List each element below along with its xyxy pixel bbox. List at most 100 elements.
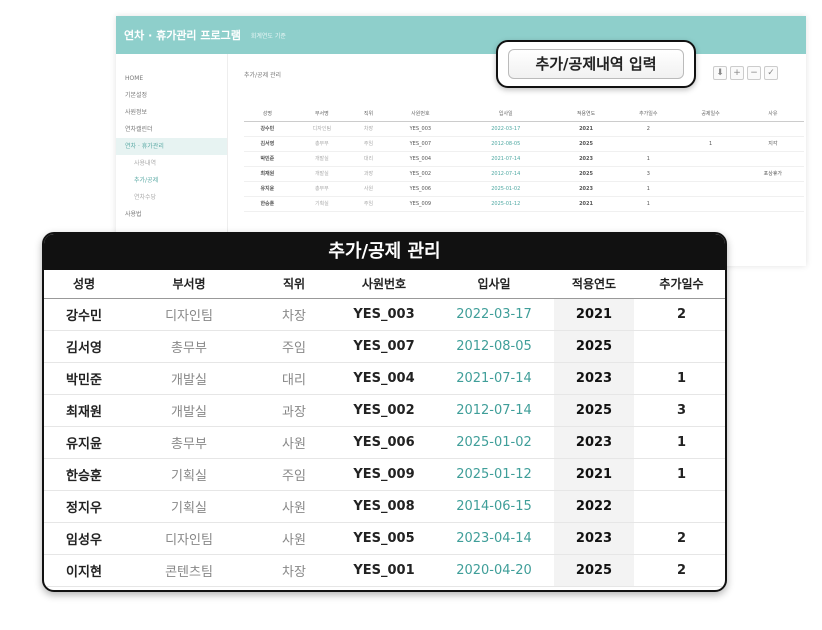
- sidebar-item[interactable]: 기본설정: [125, 92, 148, 99]
- mini-table-cell: [741, 151, 804, 167]
- mini-table: 성명 부서명 직위 사원번호 입사일 적용연도 추가일수 공제일수 사유 강수민 디자인팀 차장 YE…: [244, 106, 804, 212]
- check-icon[interactable]: ✓: [764, 66, 778, 80]
- column-header: 입사일: [434, 270, 554, 299]
- mini-table-cell: 개발실: [290, 166, 353, 182]
- table-row[interactable]: 강수민 디자인팀 차장 YES_003 2022-03-17 2021 2: [44, 298, 725, 331]
- table-cell: 2025-01-02: [434, 426, 554, 459]
- table-row[interactable]: 유지윤 총무부 사원 YES_006 2025-01-02 2023 1: [44, 426, 725, 459]
- callout-frame: 추가/공제내역 입력: [496, 40, 696, 88]
- mini-table-cell: YES_009: [384, 196, 457, 212]
- mini-table-cell: 한승훈: [244, 196, 291, 212]
- mini-table-cell: 2025: [554, 166, 618, 182]
- sidebar-item[interactable]: 사원정보: [125, 109, 148, 116]
- records-table: 성명 부서명 직위 사원번호 입사일 적용연도 추가일수 강수민 디자인팀 차장 YES_003 2…: [44, 270, 725, 587]
- mini-table-row[interactable]: 김서영 총무부 주임 YES_007 2012-08-05 2025 1 지각: [244, 136, 804, 152]
- mini-table-cell: YES_007: [384, 136, 457, 152]
- column-header: 직위: [254, 270, 334, 299]
- mini-table-cell: 2025-01-02: [456, 181, 555, 197]
- table-cell: 2023: [554, 426, 634, 459]
- mini-table-cell: 강수민: [244, 121, 291, 137]
- mini-table-cell: YES_003: [384, 121, 457, 137]
- main-content: 추가/공제 관리 ⬇ + − ✓ 성명 부서명 직위 사원번호 입사일 적용연도 추가일수 공제일수…: [238, 54, 806, 266]
- table-cell: 2020-04-20: [434, 554, 554, 587]
- table-row[interactable]: 정지우 기획실 사원 YES_008 2014-06-15 2022: [44, 490, 725, 523]
- table-cell: YES_003: [334, 298, 434, 331]
- table-cell: 총무부: [124, 426, 254, 459]
- table-cell: 2023: [554, 362, 634, 395]
- table-row[interactable]: 임성우 디자인팀 사원 YES_005 2023-04-14 2023 2: [44, 522, 725, 555]
- mini-table-cell: 1: [679, 136, 742, 152]
- table-cell: 콘텐츠팀: [124, 554, 254, 587]
- table-cell: 1: [634, 458, 725, 491]
- sidebar-item[interactable]: 사용내역: [134, 160, 157, 167]
- mini-table-cell: 디자인팀: [290, 121, 353, 137]
- download-icon[interactable]: ⬇: [713, 66, 727, 80]
- panel-title: 추가/공제 관리: [44, 234, 725, 270]
- table-cell: 2021: [554, 298, 634, 331]
- table-cell: 2021: [554, 458, 634, 491]
- mini-column-header: 적용연도: [554, 106, 618, 122]
- table-cell: 이지현: [44, 554, 124, 587]
- mini-table-cell: [679, 181, 742, 197]
- column-header: 부서명: [124, 270, 254, 299]
- mini-table-cell: 2023: [554, 151, 618, 167]
- table-cell: YES_009: [334, 458, 434, 491]
- table-cell: 3: [634, 394, 725, 427]
- table-cell: YES_004: [334, 362, 434, 395]
- mini-table-cell: 2025-01-12: [456, 196, 555, 212]
- table-cell: 박민준: [44, 362, 124, 395]
- table-cell: 임성우: [44, 522, 124, 555]
- mini-table-row[interactable]: 강수민 디자인팀 차장 YES_003 2022-03-17 2021 2: [244, 121, 804, 137]
- mini-table-cell: [679, 151, 742, 167]
- mini-table-cell: 2023: [554, 181, 618, 197]
- sidebar-item[interactable]: 연차수당: [134, 194, 157, 201]
- table-row[interactable]: 이지현 콘텐츠팀 차장 YES_001 2020-04-20 2025 2: [44, 554, 725, 587]
- mini-table-cell: YES_002: [384, 166, 457, 182]
- mini-table-cell: 김서영: [244, 136, 291, 152]
- sidebar-item[interactable]: HOME: [125, 75, 144, 82]
- mini-table-cell: 박민준: [244, 151, 291, 167]
- mini-column-header: 사원번호: [384, 106, 457, 122]
- mini-table-cell: 2012-07-14: [456, 166, 555, 182]
- mini-table-cell: 1: [617, 196, 680, 212]
- mini-table-row[interactable]: 한승훈 기획실 주임 YES_009 2025-01-12 2021 1: [244, 196, 804, 212]
- table-cell: 유지윤: [44, 426, 124, 459]
- sidebar-item[interactable]: 사용법: [125, 211, 142, 218]
- app-header: 연차 · 휴가관리 프로그램 회계연도 기준: [116, 16, 806, 54]
- sidebar-item[interactable]: 연차 · 휴가관리: [116, 138, 227, 155]
- table-cell: 강수민: [44, 298, 124, 331]
- sidebar-item[interactable]: 연차캘린더: [125, 126, 153, 133]
- mini-table-row[interactable]: 최재원 개발실 과장 YES_002 2012-07-14 2025 3 포상휴가: [244, 166, 804, 182]
- table-cell: YES_007: [334, 330, 434, 363]
- app-subtitle: 회계연도 기준: [250, 32, 286, 40]
- mini-table-cell: 사원: [352, 181, 385, 197]
- mini-table-cell: 2025: [554, 136, 618, 152]
- add-deduct-input-button[interactable]: 추가/공제내역 입력: [508, 49, 684, 79]
- mini-table-cell: [741, 196, 804, 212]
- column-header: 추가일수: [634, 270, 725, 299]
- table-row[interactable]: 한승훈 기획실 주임 YES_009 2025-01-12 2021 1: [44, 458, 725, 491]
- table-row[interactable]: 박민준 개발실 대리 YES_004 2021-07-14 2023 1: [44, 362, 725, 395]
- table-row[interactable]: 최재원 개발실 과장 YES_002 2012-07-14 2025 3: [44, 394, 725, 427]
- minus-icon[interactable]: −: [747, 66, 761, 80]
- table-cell: 사원: [254, 490, 334, 523]
- mini-table-row[interactable]: 박민준 개발실 대리 YES_004 2021-07-14 2023 1: [244, 151, 804, 167]
- table-cell: 2021-07-14: [434, 362, 554, 395]
- table-cell: 2025: [554, 330, 634, 363]
- mini-table-cell: 총무부: [290, 181, 353, 197]
- table-row[interactable]: 김서영 총무부 주임 YES_007 2012-08-05 2025: [44, 330, 725, 363]
- plus-icon[interactable]: +: [730, 66, 744, 80]
- mini-table-cell: 차장: [352, 121, 385, 137]
- breadcrumb: 추가/공제 관리: [244, 72, 282, 79]
- sidebar-item[interactable]: 추가/공제: [134, 177, 159, 184]
- mini-table-cell: 개발실: [290, 151, 353, 167]
- mini-table-cell: [679, 196, 742, 212]
- mini-table-cell: 주임: [352, 136, 385, 152]
- mini-column-header: 추가일수: [617, 106, 680, 122]
- mini-table-cell: 대리: [352, 151, 385, 167]
- table-cell: 2022-03-17: [434, 298, 554, 331]
- mini-table-cell: [679, 121, 742, 137]
- mini-table-row[interactable]: 유지윤 총무부 사원 YES_006 2025-01-02 2023 1: [244, 181, 804, 197]
